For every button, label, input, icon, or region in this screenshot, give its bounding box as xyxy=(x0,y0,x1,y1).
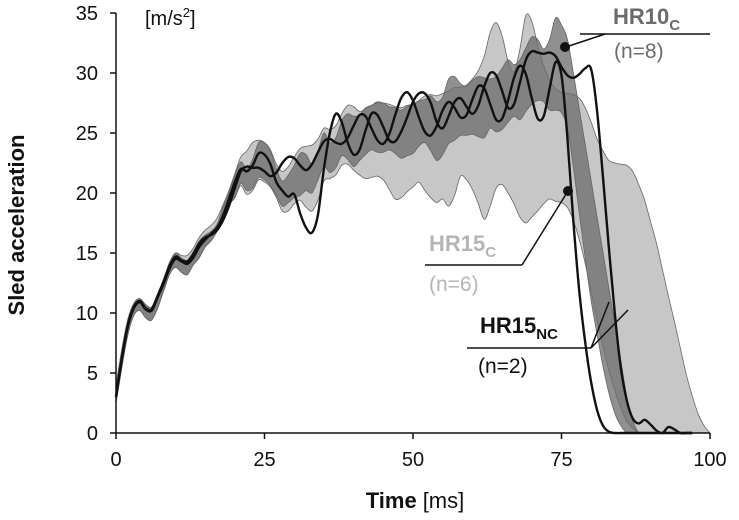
series-lines xyxy=(114,49,693,435)
y-tick-label: 10 xyxy=(76,303,98,325)
annotation-marker-hr10c xyxy=(560,42,570,52)
label-hr15c: HR15C xyxy=(429,231,496,261)
x-tick-label: 25 xyxy=(253,449,275,471)
band-hr10c xyxy=(115,16,640,434)
label-hr15c-n: (n=6) xyxy=(429,273,479,296)
x-tick-label: 50 xyxy=(402,449,424,471)
line-hr15nc-2 xyxy=(114,60,693,435)
y-unit-label: [m/s2] xyxy=(145,5,196,30)
axes xyxy=(110,12,711,439)
y-axis-title: Sled acceleration xyxy=(4,135,29,316)
label-hr10c: HR10C xyxy=(613,4,680,34)
y-tick-label: 35 xyxy=(76,3,98,25)
y-tick-label: 30 xyxy=(76,63,98,85)
x-axis-title: Time [ms] xyxy=(366,488,465,513)
x-tick-label: 100 xyxy=(693,449,726,471)
line-hr15nc-1 xyxy=(114,49,693,435)
annotation-hr15c: HR15C (n=6) xyxy=(425,186,573,296)
x-tick-label: 0 xyxy=(110,449,121,471)
y-tick-label: 5 xyxy=(87,363,98,385)
annotation-hr15nc: HR15NC (n=2) xyxy=(467,301,629,378)
x-tick-label: 75 xyxy=(550,449,572,471)
y-tick-label: 25 xyxy=(76,123,98,145)
label-hr15nc-n: (n=2) xyxy=(478,355,528,378)
annotation-hr10c: HR10C (n=8) xyxy=(560,4,710,63)
y-tick-label: 20 xyxy=(76,183,98,205)
y-tick-label: 0 xyxy=(87,423,98,445)
tick-labels: 0 5 10 15 20 25 30 35 0 25 50 75 100 xyxy=(76,3,727,471)
label-hr10c-n: (n=8) xyxy=(614,40,664,63)
annotation-marker-hr15c xyxy=(563,186,573,196)
y-tick-label: 15 xyxy=(76,243,98,265)
label-hr15nc: HR15NC xyxy=(480,313,558,343)
